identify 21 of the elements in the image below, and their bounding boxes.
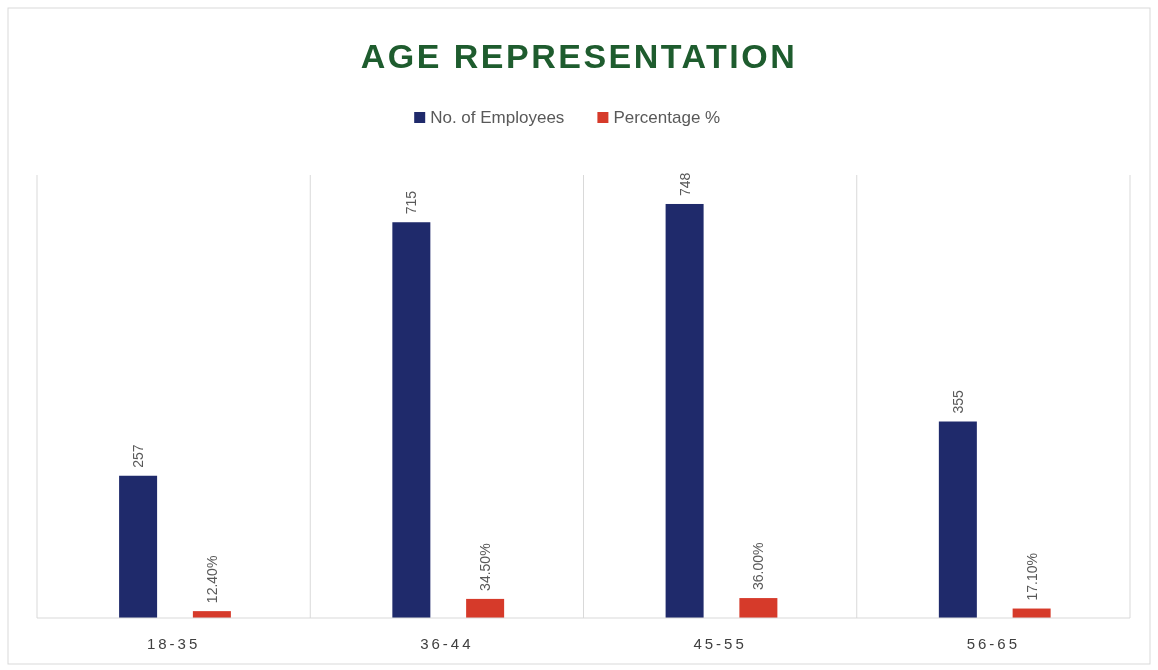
legend-label: Percentage % [613,108,721,127]
bar [392,222,431,618]
chart-title: AGE REPRESENTATION [360,37,798,75]
data-label: 17.10% [1023,553,1040,601]
x-tick-label: 56-65 [966,635,1021,652]
bar [739,598,778,618]
x-tick-label: 18-35 [146,635,201,652]
legend-label: No. of Employees [430,108,565,127]
bar [665,203,704,618]
data-label: 12.40% [203,555,220,604]
data-label: 715 [403,190,420,215]
data-label: 36.00% [750,542,767,591]
data-label: 257 [130,444,147,468]
x-tick-label: 36-44 [420,635,474,652]
data-label: 355 [949,389,966,414]
data-label: 748 [676,172,693,196]
bar [466,598,505,618]
x-tick-label: 45-55 [693,635,747,652]
bar [119,475,158,618]
data-label: 34.50% [477,543,494,591]
bar [938,421,977,618]
